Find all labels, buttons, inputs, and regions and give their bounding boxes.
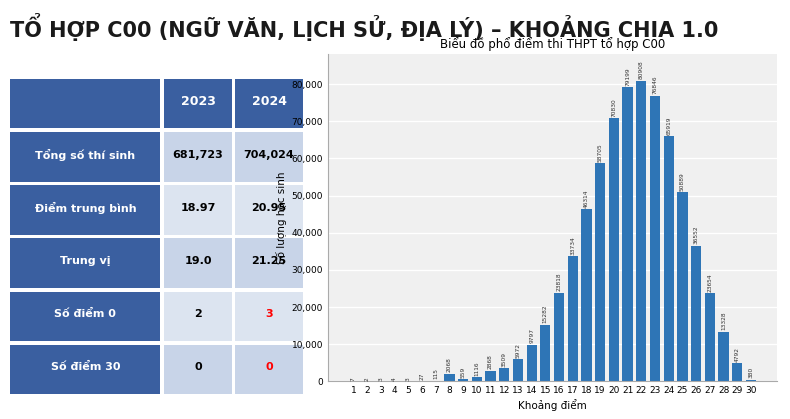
Bar xyxy=(164,132,231,181)
Bar xyxy=(540,325,551,381)
Bar xyxy=(664,137,674,381)
Text: Số điểm 0: Số điểm 0 xyxy=(55,309,116,319)
Bar xyxy=(732,364,743,381)
Bar xyxy=(746,380,756,381)
Text: 23654: 23654 xyxy=(707,273,713,292)
Text: 2024: 2024 xyxy=(251,96,287,109)
Bar xyxy=(485,371,495,381)
Text: 19.0: 19.0 xyxy=(184,256,212,266)
Bar xyxy=(718,332,728,381)
Text: Trung vị: Trung vị xyxy=(60,256,111,266)
Text: 3: 3 xyxy=(406,377,411,380)
Bar xyxy=(554,293,564,381)
Text: 65919: 65919 xyxy=(666,116,672,135)
Text: 2068: 2068 xyxy=(447,357,452,372)
Text: 380: 380 xyxy=(749,367,754,378)
Text: 0: 0 xyxy=(265,362,273,372)
Text: Điểm trung bình: Điểm trung bình xyxy=(35,202,136,214)
Bar xyxy=(526,345,536,381)
Bar xyxy=(513,359,523,381)
Y-axis label: Số lượng học sinh: Số lượng học sinh xyxy=(276,172,288,264)
Bar xyxy=(609,118,619,381)
Text: TỔ HỢP C00 (NGỮ VĂN, LỊCH SỬ, ĐỊA LÝ) – KHOẢNG CHIA 1.0: TỔ HỢP C00 (NGỮ VĂN, LỊCH SỬ, ĐỊA LÝ) – … xyxy=(10,13,719,41)
Title: Biểu đồ phổ điểm thi THPT tổ hợp C00: Biểu đồ phổ điểm thi THPT tổ hợp C00 xyxy=(439,36,665,51)
Text: 0: 0 xyxy=(194,362,201,372)
Bar xyxy=(581,209,592,381)
Bar xyxy=(235,344,303,394)
Bar xyxy=(164,292,231,341)
Bar xyxy=(472,377,482,381)
Bar xyxy=(235,238,303,288)
Bar xyxy=(235,132,303,181)
Text: 681,723: 681,723 xyxy=(172,150,224,160)
Text: 58705: 58705 xyxy=(598,143,603,162)
Bar xyxy=(705,293,715,381)
Text: 23818: 23818 xyxy=(557,273,562,291)
Text: 559: 559 xyxy=(461,367,465,378)
Text: 9797: 9797 xyxy=(529,328,534,344)
Text: 46314: 46314 xyxy=(584,189,589,208)
Text: 5972: 5972 xyxy=(515,343,521,358)
Text: Số điểm 30: Số điểm 30 xyxy=(51,362,120,372)
Text: 3: 3 xyxy=(378,377,383,380)
Text: 18.97: 18.97 xyxy=(180,203,216,213)
Text: 36552: 36552 xyxy=(694,225,698,244)
Text: 3: 3 xyxy=(265,309,273,319)
Bar xyxy=(235,79,303,129)
Text: 50889: 50889 xyxy=(680,172,685,191)
Text: 13328: 13328 xyxy=(721,312,726,330)
Bar xyxy=(568,256,578,381)
Bar xyxy=(164,238,231,288)
Text: 33734: 33734 xyxy=(570,236,575,254)
Text: 3509: 3509 xyxy=(502,352,506,367)
Text: 76846: 76846 xyxy=(653,76,657,94)
Text: 80908: 80908 xyxy=(639,61,644,79)
Bar xyxy=(164,79,231,129)
Text: 2: 2 xyxy=(365,377,370,380)
Bar xyxy=(164,185,231,235)
Bar xyxy=(499,368,510,381)
Text: 2: 2 xyxy=(194,309,201,319)
Text: 27: 27 xyxy=(419,373,424,380)
Text: 7: 7 xyxy=(351,377,356,380)
Text: 79199: 79199 xyxy=(625,67,630,85)
Text: 115: 115 xyxy=(433,368,438,379)
Bar xyxy=(458,379,468,381)
Text: Tổng số thí sinh: Tổng số thí sinh xyxy=(36,149,135,161)
Text: 21.25: 21.25 xyxy=(251,256,287,266)
Bar xyxy=(623,87,633,381)
Bar xyxy=(650,96,660,381)
Bar xyxy=(444,374,454,381)
Bar xyxy=(691,246,702,381)
Text: 704,024: 704,024 xyxy=(243,150,295,160)
Text: 1116: 1116 xyxy=(474,361,480,376)
Bar xyxy=(595,163,605,381)
Bar xyxy=(677,192,687,381)
Bar xyxy=(10,79,160,129)
Text: 70830: 70830 xyxy=(611,98,616,117)
Bar xyxy=(10,238,160,288)
Text: 2023: 2023 xyxy=(180,96,216,109)
Text: 15282: 15282 xyxy=(543,305,547,323)
Text: 2868: 2868 xyxy=(488,354,493,369)
Bar xyxy=(164,344,231,394)
Bar xyxy=(235,185,303,235)
Bar xyxy=(636,81,646,381)
Bar xyxy=(10,185,160,235)
Bar xyxy=(235,292,303,341)
Bar xyxy=(10,344,160,394)
Bar xyxy=(10,132,160,181)
X-axis label: Khoảng điểm: Khoảng điểm xyxy=(517,399,587,411)
Bar xyxy=(10,292,160,341)
Text: 20.95: 20.95 xyxy=(251,203,287,213)
Text: 4: 4 xyxy=(392,377,397,380)
Text: 4792: 4792 xyxy=(735,347,739,362)
